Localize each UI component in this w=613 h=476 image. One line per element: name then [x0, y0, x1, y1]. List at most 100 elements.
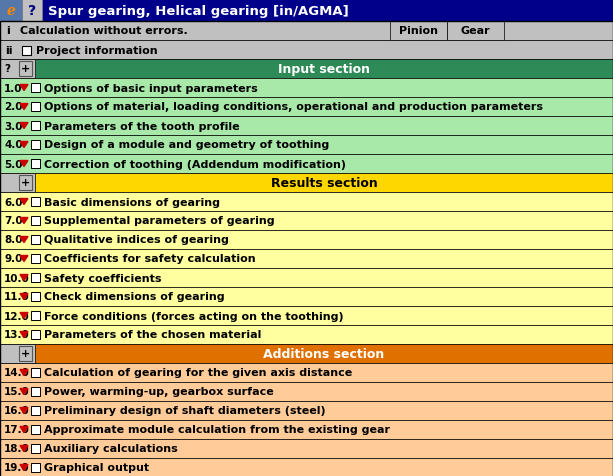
- Polygon shape: [20, 426, 28, 433]
- Text: 17.0: 17.0: [4, 425, 30, 435]
- Text: Safety coefficients: Safety coefficients: [44, 273, 161, 283]
- Text: Force conditions (forces acting on the toothing): Force conditions (forces acting on the t…: [44, 311, 344, 321]
- Text: 6.0: 6.0: [4, 197, 23, 207]
- Text: Supplemental parameters of gearing: Supplemental parameters of gearing: [44, 216, 275, 226]
- Text: e: e: [7, 4, 15, 18]
- Text: Calculation without errors.: Calculation without errors.: [20, 27, 188, 37]
- Bar: [0, 0, 613, 22]
- Bar: [0, 174, 613, 193]
- Text: Results section: Results section: [270, 177, 378, 189]
- Text: 11.0: 11.0: [4, 292, 30, 302]
- Text: Input section: Input section: [278, 63, 370, 76]
- Text: Calculation of gearing for the given axis distance: Calculation of gearing for the given axi…: [44, 368, 352, 378]
- Polygon shape: [20, 275, 28, 281]
- Bar: [31, 141, 40, 149]
- Bar: [31, 444, 40, 453]
- Text: Parameters of the chosen material: Parameters of the chosen material: [44, 330, 261, 340]
- Text: Pinion: Pinion: [399, 27, 438, 37]
- Bar: [31, 236, 40, 245]
- Polygon shape: [20, 218, 28, 224]
- Bar: [0, 307, 613, 325]
- Polygon shape: [20, 389, 28, 395]
- Bar: [0, 41, 613, 60]
- Polygon shape: [20, 313, 28, 319]
- Bar: [0, 60, 613, 79]
- Text: 5.0: 5.0: [4, 159, 23, 169]
- Bar: [31, 425, 40, 434]
- Polygon shape: [20, 199, 28, 205]
- Bar: [0, 439, 613, 458]
- Bar: [31, 368, 40, 377]
- Bar: [31, 122, 40, 131]
- Text: Basic dimensions of gearing: Basic dimensions of gearing: [44, 197, 220, 207]
- Text: Qualitative indices of gearing: Qualitative indices of gearing: [44, 235, 229, 245]
- Text: 3.0: 3.0: [4, 121, 23, 131]
- Bar: [31, 103, 40, 112]
- Text: 1.0: 1.0: [4, 83, 23, 93]
- Bar: [31, 311, 40, 320]
- Text: Auxiliary calculations: Auxiliary calculations: [44, 444, 178, 454]
- Bar: [0, 458, 613, 476]
- Text: Power, warming-up, gearbox surface: Power, warming-up, gearbox surface: [44, 387, 274, 397]
- Bar: [31, 273, 40, 282]
- Bar: [31, 292, 40, 301]
- Text: ii: ii: [5, 45, 12, 55]
- Bar: [19, 176, 32, 190]
- Text: Project information: Project information: [36, 45, 158, 55]
- Text: 2.0: 2.0: [4, 102, 23, 112]
- Text: 7.0: 7.0: [4, 216, 23, 226]
- Polygon shape: [20, 237, 28, 243]
- Bar: [0, 22, 613, 41]
- Bar: [31, 159, 40, 169]
- Polygon shape: [20, 332, 28, 338]
- Polygon shape: [20, 256, 28, 262]
- Text: 18.0: 18.0: [4, 444, 30, 454]
- Polygon shape: [20, 446, 28, 452]
- Text: 12.0: 12.0: [4, 311, 30, 321]
- Bar: [0, 155, 613, 174]
- Polygon shape: [20, 294, 28, 300]
- Text: +: +: [21, 349, 30, 359]
- Polygon shape: [20, 123, 28, 129]
- Bar: [0, 60, 35, 79]
- Text: Graphical output: Graphical output: [44, 463, 149, 473]
- Polygon shape: [20, 85, 28, 91]
- Bar: [0, 249, 613, 268]
- Bar: [0, 288, 613, 307]
- Bar: [0, 344, 35, 363]
- Text: 16.0: 16.0: [4, 406, 30, 416]
- Text: Spur gearing, Helical gearing [in/AGMA]: Spur gearing, Helical gearing [in/AGMA]: [48, 4, 349, 18]
- Bar: [0, 117, 613, 136]
- Bar: [0, 136, 613, 155]
- Bar: [0, 79, 613, 98]
- Text: +: +: [21, 178, 30, 188]
- Text: Options of basic input parameters: Options of basic input parameters: [44, 83, 257, 93]
- Bar: [22, 0, 42, 22]
- Bar: [19, 62, 32, 77]
- Text: Preliminary design of shaft diameters (steel): Preliminary design of shaft diameters (s…: [44, 406, 326, 416]
- Bar: [0, 420, 613, 439]
- Text: 9.0: 9.0: [4, 254, 23, 264]
- Polygon shape: [20, 161, 28, 167]
- Text: Gear: Gear: [461, 27, 490, 37]
- Polygon shape: [20, 465, 28, 470]
- Bar: [0, 382, 613, 401]
- Bar: [19, 346, 32, 361]
- Bar: [0, 0, 22, 22]
- Text: 4.0: 4.0: [4, 140, 23, 150]
- Text: Coefficients for safety calculation: Coefficients for safety calculation: [44, 254, 256, 264]
- Bar: [0, 401, 613, 420]
- Bar: [31, 406, 40, 415]
- Bar: [31, 198, 40, 207]
- Text: 14.0: 14.0: [4, 368, 30, 378]
- Text: 13.0: 13.0: [4, 330, 30, 340]
- Bar: [31, 84, 40, 93]
- Polygon shape: [20, 104, 28, 110]
- Text: Additions section: Additions section: [264, 347, 384, 360]
- Text: Design of a module and geometry of toothing: Design of a module and geometry of tooth…: [44, 140, 329, 150]
- Text: 15.0: 15.0: [4, 387, 30, 397]
- Bar: [31, 217, 40, 226]
- Text: 10.0: 10.0: [4, 273, 30, 283]
- Text: Parameters of the tooth profile: Parameters of the tooth profile: [44, 121, 240, 131]
- Bar: [0, 363, 613, 382]
